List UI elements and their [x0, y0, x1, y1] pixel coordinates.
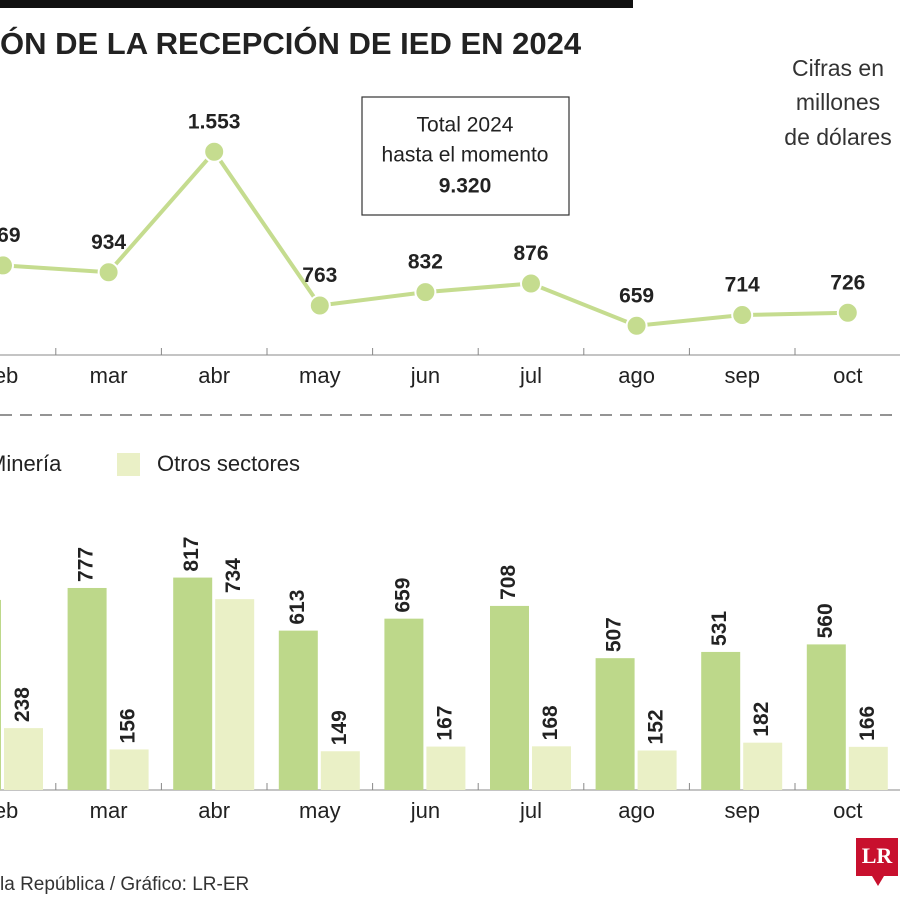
x-tick-label: ago	[618, 363, 655, 388]
value-label: 777	[75, 547, 98, 582]
value-label: 659	[391, 578, 414, 613]
bar	[4, 728, 43, 790]
bar	[67, 587, 107, 790]
value-label: 817	[180, 537, 203, 572]
point	[520, 272, 542, 295]
value-label: 613	[286, 590, 309, 625]
legend-swatch	[117, 453, 140, 476]
point	[203, 140, 226, 163]
value-label: 152	[645, 709, 668, 744]
value-label: 969	[0, 224, 21, 247]
value-label: 238	[11, 687, 34, 722]
x-tick-label: oct	[833, 798, 862, 823]
logo-tail	[872, 876, 884, 886]
x-tick-label: abr	[198, 798, 230, 823]
x-tick-label: sep	[724, 798, 759, 823]
total-label: hasta el momento	[382, 144, 549, 167]
x-tick-label: jul	[519, 363, 542, 388]
bar	[215, 599, 255, 790]
value-label: 734	[222, 558, 245, 593]
bar	[743, 742, 783, 790]
point	[625, 314, 648, 337]
unit-note: de dólares	[784, 124, 891, 150]
bar	[701, 651, 741, 790]
bar	[806, 644, 846, 790]
value-label: 659	[619, 284, 654, 307]
value-label: 182	[750, 702, 773, 737]
unit-note: millones	[796, 89, 880, 115]
value-label: 876	[513, 242, 548, 265]
bar	[109, 749, 149, 790]
point	[97, 261, 120, 284]
value-label: 507	[603, 617, 626, 652]
bar	[320, 751, 360, 790]
x-tick-label: jul	[519, 798, 542, 823]
value-label: 934	[91, 231, 126, 254]
x-tick-label: jun	[410, 798, 440, 823]
source: la República / Gráfico: LR-ER	[0, 874, 249, 895]
x-tick-label: feb	[0, 798, 18, 823]
logo	[856, 838, 898, 876]
value-label: 714	[725, 274, 760, 297]
bar	[637, 750, 677, 790]
total-value: 9.320	[439, 175, 492, 198]
point	[0, 254, 14, 277]
bar	[173, 577, 213, 790]
x-tick-label: ago	[618, 798, 655, 823]
bar	[278, 630, 318, 790]
bar	[595, 658, 635, 790]
value-label: 832	[408, 251, 443, 274]
bar	[532, 746, 571, 790]
legend-label: Otros sectores	[157, 451, 300, 476]
value-label: 168	[539, 705, 562, 740]
x-tick-label: feb	[0, 363, 18, 388]
x-tick-label: abr	[198, 363, 230, 388]
x-tick-label: jun	[410, 363, 440, 388]
value-label: 708	[497, 565, 520, 600]
bar	[0, 599, 1, 790]
x-tick-label: oct	[833, 363, 862, 388]
value-label: 166	[856, 706, 879, 741]
top-rule	[0, 0, 633, 8]
point	[731, 304, 754, 327]
bar	[426, 746, 466, 790]
value-label: 531	[708, 611, 731, 646]
bar	[848, 746, 888, 790]
value-label: 156	[117, 708, 140, 743]
logo-text: LR	[862, 843, 894, 868]
unit-note: Cifras en	[792, 55, 884, 81]
bar	[384, 618, 424, 790]
value-label: 167	[433, 706, 456, 741]
value-label: 726	[830, 271, 865, 294]
legend-label: Minería	[0, 451, 62, 476]
value-label: 1.553	[188, 110, 241, 133]
x-tick-label: mar	[90, 798, 128, 823]
x-tick-label: mar	[90, 363, 128, 388]
x-tick-label: may	[299, 363, 341, 388]
value-label: 763	[302, 264, 337, 287]
total-label: Total 2024	[417, 114, 514, 137]
chart-title: ÓN DE LA RECEPCIÓN DE IED EN 2024	[0, 25, 582, 61]
point	[414, 281, 437, 304]
value-label: 149	[328, 710, 351, 745]
total-box	[361, 96, 570, 216]
x-tick-label: sep	[724, 363, 759, 388]
point	[836, 301, 859, 324]
x-tick-label: may	[299, 798, 341, 823]
point	[308, 294, 331, 317]
bar	[490, 605, 529, 790]
value-label: 560	[814, 603, 837, 638]
